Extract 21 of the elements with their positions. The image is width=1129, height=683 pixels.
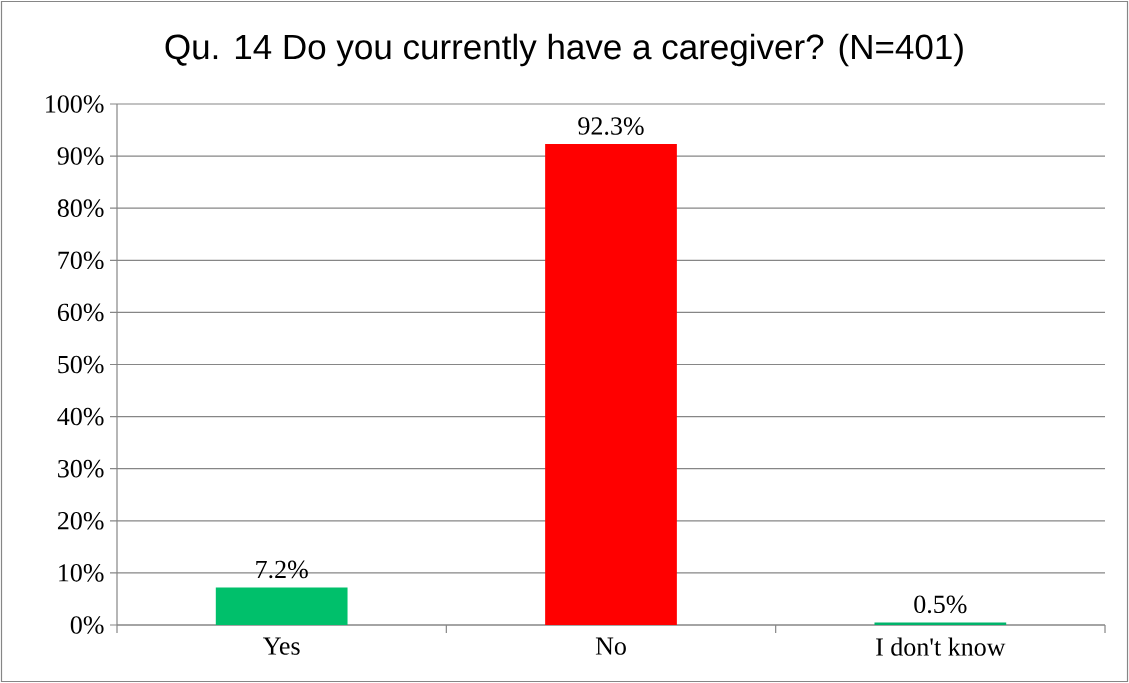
y-tick-label: 40% bbox=[57, 407, 104, 426]
y-tick-label: 100% bbox=[46, 95, 104, 113]
y-tick-label: 50% bbox=[58, 355, 104, 374]
y-tick-label: 20% bbox=[57, 511, 104, 530]
x-tick-label: Yes bbox=[263, 637, 300, 655]
data-label: 7.2% bbox=[256, 560, 308, 579]
y-tick-label: 60% bbox=[57, 303, 104, 322]
data-label: 0.5% bbox=[914, 595, 967, 614]
bar bbox=[545, 144, 677, 625]
y-tick-label: 90% bbox=[57, 147, 104, 165]
bar bbox=[215, 587, 348, 625]
data-label: 92.3% bbox=[578, 117, 644, 135]
x-tick-label: No bbox=[595, 637, 626, 655]
bar bbox=[874, 622, 1007, 625]
y-tick-label: 80% bbox=[57, 199, 104, 218]
x-tick-label: I don't know bbox=[876, 637, 1006, 656]
y-tick-label: 10% bbox=[59, 564, 104, 582]
y-tick-label: 70% bbox=[58, 251, 104, 270]
y-tick-label: 0% bbox=[70, 616, 104, 634]
y-tick-label: 30% bbox=[58, 459, 104, 478]
chart-title: Qu. 14 Do you currently have a caregiver? (N=401) bbox=[165, 33, 963, 67]
